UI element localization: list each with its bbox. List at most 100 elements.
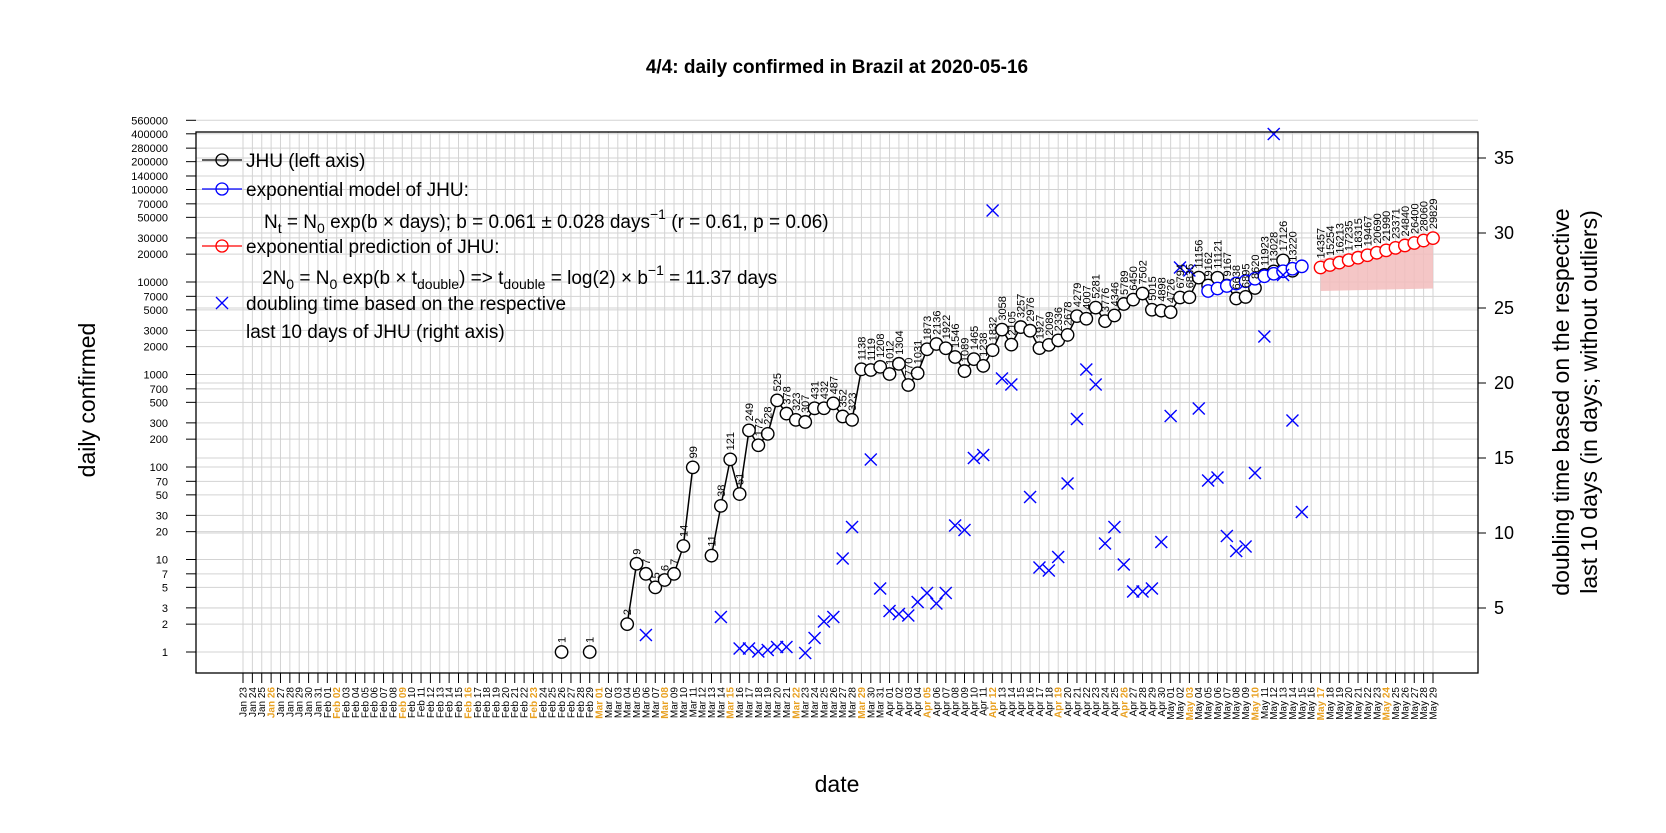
y-tick-label: 20000 — [137, 249, 168, 261]
x-tick-label: May 25 — [1391, 687, 1402, 720]
x-tick-label: Apr 06 — [932, 687, 943, 717]
doubling-point-stroke — [1126, 585, 1140, 598]
doubling-point — [901, 609, 915, 622]
x-tick-label: Mar 14 — [716, 687, 727, 719]
x-tick-label: Apr 16 — [1026, 687, 1037, 717]
x-tick-label: Mar 26 — [829, 687, 840, 719]
legend-formula1-sup: −1 — [650, 206, 666, 222]
x-tick-label: Feb 27 — [566, 687, 577, 719]
doubling-point-stroke — [1061, 477, 1075, 490]
x-tick-label: Feb 09 — [398, 687, 409, 719]
jhu-data-label: 3776 — [1100, 288, 1112, 312]
legend-formula2-sup: −1 — [648, 262, 664, 278]
x-tick-label: Apr 20 — [1063, 687, 1074, 717]
jhu-data-label: 1031 — [913, 340, 925, 364]
x-tick-label: May 08 — [1232, 687, 1243, 720]
jhu-data-label: 7502 — [1138, 260, 1150, 284]
x-tick-label: May 06 — [1213, 687, 1224, 720]
jhu-point — [582, 645, 597, 659]
doubling-point-stroke — [1023, 490, 1037, 504]
doubling-point — [1257, 330, 1271, 343]
doubling-point — [1079, 363, 1093, 376]
jhu-data-label: 1119 — [866, 338, 878, 361]
doubling-point — [1126, 585, 1140, 598]
x-tick-label: May 28 — [1419, 687, 1430, 720]
jhu-data-label: 1 — [585, 637, 597, 643]
doubling-point — [1229, 544, 1243, 558]
jhu-data-label: 99 — [688, 446, 700, 458]
axes: 1235710203050701002003005007001000200030… — [131, 115, 1514, 720]
doubling-point — [967, 451, 981, 465]
x-tick-label: Apr 21 — [1072, 687, 1083, 717]
jhu-data-label: 9 — [632, 549, 644, 555]
x-tick-label: Mar 23 — [801, 687, 812, 719]
doubling-point — [817, 615, 831, 628]
jhu-point — [723, 452, 738, 467]
doubling-point-stroke — [1079, 363, 1093, 376]
x-tick-label: Jan 28 — [285, 687, 296, 717]
jhu-data-label: 6895 — [1241, 263, 1253, 287]
doubling-point-stroke — [826, 610, 840, 624]
doubling-point — [1042, 564, 1056, 577]
y-tick-label: 2000 — [144, 342, 168, 354]
x-tick-label: Feb 04 — [351, 687, 362, 719]
jhu-point — [1060, 328, 1075, 342]
prediction-data-label: 19467 — [1362, 216, 1374, 247]
legend-jhu-marker — [215, 153, 229, 167]
jhu-data-label: 5015 — [1147, 276, 1159, 300]
legend-formula1-sub1: t — [278, 220, 282, 236]
legend-formula1-sub2: 0 — [317, 220, 325, 236]
y-axis-label: daily confirmed — [74, 323, 100, 478]
x-tick-label: Feb 24 — [538, 687, 549, 719]
doubling-point-stroke — [995, 372, 1009, 385]
y-right-tick-label: 5 — [1494, 598, 1504, 618]
doubling-point — [1285, 414, 1299, 427]
jhu-data-label: 5789 — [1119, 270, 1131, 294]
doubling-point — [798, 646, 812, 660]
doubling-point — [1098, 537, 1112, 550]
jhu-data-label: 770 — [903, 358, 915, 376]
doubling-point — [1004, 378, 1018, 391]
x-tick-label: Feb 26 — [557, 687, 568, 719]
jhu-point — [910, 366, 925, 381]
doubling-point — [883, 604, 897, 618]
x-tick-label: Mar 06 — [641, 687, 652, 719]
doubling-point-stroke — [1145, 582, 1159, 595]
doubling-point — [1107, 520, 1121, 534]
doubling-point — [1173, 261, 1187, 274]
doubling-point — [770, 640, 784, 654]
doubling-point — [1145, 582, 1159, 595]
data-labels: 1 129756714991138121512491722285253783233… — [557, 199, 1440, 643]
doubling-point-stroke — [1098, 537, 1112, 550]
jhu-point — [639, 566, 653, 581]
doubling-point — [779, 640, 793, 654]
jhu-data-label: 1238 — [978, 332, 990, 356]
legend-jhu-label: JHU (left axis) — [246, 151, 365, 172]
jhu-point — [873, 360, 888, 374]
x-tick-label: Mar 15 — [726, 687, 737, 719]
jhu-point — [1107, 308, 1122, 323]
doubling-point — [761, 643, 775, 657]
jhu-data-label: 2 — [622, 609, 634, 615]
doubling-point-stroke — [1051, 550, 1065, 564]
x-tick-label: May 01 — [1166, 687, 1177, 720]
x-tick-label: Mar 18 — [754, 687, 765, 719]
x-tick-label: Feb 12 — [426, 687, 437, 719]
doubling-point-stroke — [1117, 558, 1131, 571]
jhu-point — [648, 580, 663, 595]
x-tick-label: Feb 01 — [323, 687, 334, 719]
x-tick-label: Apr 28 — [1138, 687, 1149, 717]
jhu-point — [938, 341, 953, 356]
x-tick-label: Feb 22 — [520, 687, 531, 719]
doubling-point — [929, 597, 943, 610]
doubling-point-stroke — [1042, 564, 1056, 577]
jhu-data-label: 323 — [791, 393, 803, 411]
legend-formula1-mid: = N — [282, 212, 317, 233]
doubling-point — [1239, 540, 1253, 553]
jhu-point — [667, 566, 681, 581]
x-tick-label: Mar 13 — [707, 687, 718, 719]
doubling-point-stroke — [1285, 414, 1299, 427]
y-right-axis-label-line2: last 10 days (in days; without outliers) — [1576, 210, 1602, 594]
y-tick-label: 100000 — [131, 185, 168, 197]
